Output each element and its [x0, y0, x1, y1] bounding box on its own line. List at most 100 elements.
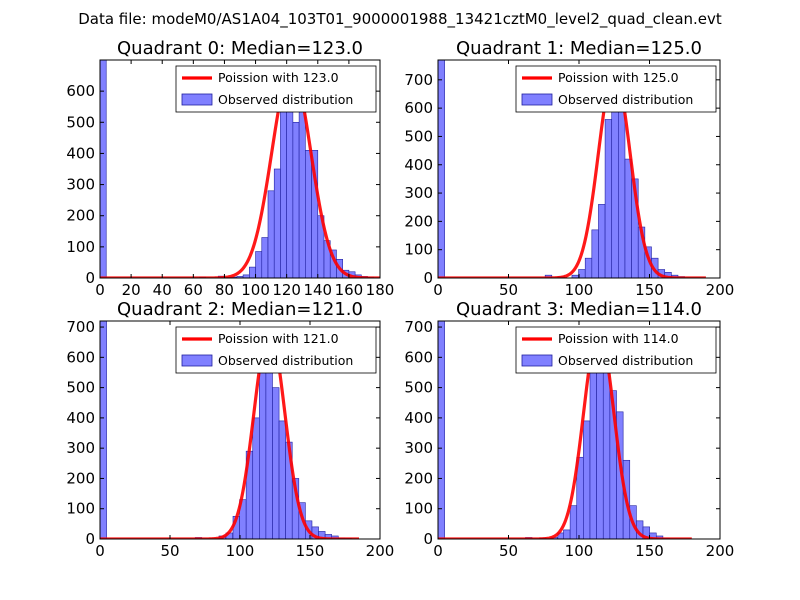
quadrant-0-ytick-label: 200: [66, 207, 95, 225]
quadrant-0-bar: [249, 266, 256, 278]
quadrant-1-xtick-label: 200: [706, 281, 735, 299]
quadrant-0-bar: [292, 121, 300, 278]
quadrant-3-bar: [583, 420, 591, 539]
quadrant-1-title: Quadrant 1: Median=125.0: [456, 38, 702, 59]
quadrant-0-bar: [267, 190, 275, 278]
quadrant-3-ytick-label: 400: [404, 409, 433, 427]
quadrant-0-xtick-label: 80: [215, 281, 234, 299]
quadrant-1-bar: [624, 158, 632, 278]
quadrant-0-xtick-label: 140: [303, 281, 332, 299]
quadrant-1-ytick-label: 100: [404, 241, 433, 259]
quadrant-0-xtick-label: 40: [153, 281, 172, 299]
quadrant-3-xtick-label: 0: [433, 542, 443, 560]
quadrant-2-bar: [259, 366, 267, 539]
quadrant-3-xtick-label: 100: [565, 542, 594, 560]
quadrant-2-xtick-label: 0: [95, 542, 105, 560]
quadrant-2-bar: [272, 387, 280, 539]
quadrant-1-bar: [604, 119, 613, 278]
quadrant-2-bar: [278, 420, 286, 539]
quadrant-2-xtick-label: 100: [226, 542, 255, 560]
quadrant-0-xtick-label: 60: [184, 281, 203, 299]
quadrant-2-legend-observed-label: Observed distribution: [218, 353, 353, 368]
quadrant-1-bar: [618, 107, 626, 278]
quadrant-2-bar: [252, 417, 260, 539]
quadrant-3-ytick-label: 200: [404, 469, 433, 487]
quadrant-3-bar: [569, 505, 578, 539]
quadrant-0-legend-bar-swatch: [181, 93, 213, 106]
quadrant-2-fit-line: [100, 328, 360, 539]
quadrant-1-xtick-label: 0: [433, 281, 443, 299]
quadrant-2-panel: Quadrant 2: Median=121.0 0 50 100 150 200 0 100…: [66, 299, 394, 560]
quadrant-3-legend: Poission with 114.0 Observed distribution: [515, 326, 717, 374]
quadrant-0-ytick-label: 300: [66, 176, 95, 194]
quadrant-0-bar: [100, 60, 107, 278]
quadrant-0-bar: [280, 109, 287, 278]
quadrant-3-panel: Quadrant 3: Median=114.0 0 50 100 150 200 0 100…: [404, 299, 734, 560]
quadrant-3-bar: [596, 350, 604, 539]
quadrant-2-legend-fit-label: Poission with 121.0: [218, 331, 339, 346]
quadrant-1-bar: [584, 257, 593, 278]
quadrant-1-ytick-label: 400: [404, 156, 433, 174]
quadrant-3-ytick-label: 600: [404, 348, 433, 366]
quadrant-1-bar: [438, 60, 445, 278]
quadrant-1-plot-area: [438, 60, 707, 278]
quadrant-1-ytick-label: 600: [404, 99, 433, 117]
quadrant-0-bar: [261, 237, 269, 278]
quadrant-0-ytick-label: 400: [66, 144, 95, 162]
quadrant-0-legend-fit-label: Poission with 123.0: [218, 70, 339, 85]
quadrant-2-xtick-label: 200: [366, 542, 395, 560]
quadrant-3-ytick-label: 0: [423, 530, 433, 548]
quadrant-0-legend: Poission with 123.0 Observed distribution: [175, 65, 377, 113]
quadrant-3-legend-fit-label: Poission with 114.0: [558, 331, 679, 346]
quadrant-0-panel: Quadrant 0: Median=123.00 20 40 60 80 100 120 1…: [66, 38, 394, 299]
quadrant-0-bar: [305, 150, 312, 278]
quadrant-0-bar: [298, 103, 306, 278]
quadrant-1-panel: Quadrant 1: Median=125.0 0 50 100 150 200 0 100…: [404, 38, 734, 299]
quadrant-3-ytick-label: 300: [404, 439, 433, 457]
quadrant-1-bar: [591, 229, 599, 278]
quadrant-3-ytick-label: 700: [404, 318, 433, 336]
quadrant-3-bar: [589, 363, 597, 539]
quadrant-1-ytick-label: 700: [404, 71, 433, 89]
quadrant-2-ytick-label: 0: [85, 530, 95, 548]
quadrant-1-ytick-label: 0: [423, 269, 433, 287]
quadrant-3-title: Quadrant 3: Median=114.0: [456, 299, 702, 320]
quadrant-2-ytick-label: 100: [66, 500, 95, 518]
quadrant-3-xtick-label: 200: [706, 542, 735, 560]
quadrant-0-xtick-label: 0: [95, 281, 105, 299]
quadrant-2-ytick-label: 400: [66, 409, 95, 427]
quadrant-2-ytick-label: 500: [66, 379, 95, 397]
quadrant-0-ytick-label: 500: [66, 113, 95, 131]
quadrant-3-ytick-label: 100: [404, 500, 433, 518]
quadrant-2-ytick-label: 200: [66, 469, 95, 487]
quadrant-3-bar: [438, 321, 445, 539]
quadrant-0-axes-frame: [99, 59, 381, 279]
quadrant-1-xtick-label: 100: [565, 281, 594, 299]
quadrant-0-xtick-label: 120: [272, 281, 301, 299]
quadrant-1-ytick-label: 200: [404, 212, 433, 230]
quadrant-0-ytick-label: 100: [66, 238, 95, 256]
quadrant-1-legend: Poission with 125.0 Observed distribution: [515, 65, 717, 113]
quadrant-1-bar: [578, 269, 586, 278]
quadrant-1-bar: [598, 204, 606, 278]
quadrant-0-xtick-label: 20: [122, 281, 141, 299]
quadrant-1-xtick-label: 150: [635, 281, 664, 299]
quadrant-1-fit-line: [438, 69, 707, 278]
quadrant-0-bar: [286, 87, 294, 278]
quadrant-1-legend-fit-label: Poission with 125.0: [558, 70, 679, 85]
quadrant-2-xtick-label: 150: [296, 542, 325, 560]
quadrant-3-legend-observed-label: Observed distribution: [558, 353, 693, 368]
quadrant-3-xtick-label: 50: [499, 542, 518, 560]
quadrant-2-ytick-label: 300: [66, 439, 95, 457]
quadrant-3-legend-bar-swatch: [521, 354, 553, 367]
quadrant-0-title: Quadrant 0: Median=123.0: [117, 38, 363, 59]
quadrant-2-plot-area: [100, 321, 360, 539]
quadrant-3-bar: [563, 529, 571, 539]
quadrant-1-legend-bar-swatch: [521, 93, 553, 106]
quadrant-0-legend-observed-label: Observed distribution: [218, 92, 353, 107]
quadrant-0-xtick-label: 100: [241, 281, 270, 299]
quadrant-0-xtick-label: 180: [366, 281, 395, 299]
quadrant-0-bar: [255, 251, 263, 278]
quadrant-2-legend-bar-swatch: [181, 354, 213, 367]
